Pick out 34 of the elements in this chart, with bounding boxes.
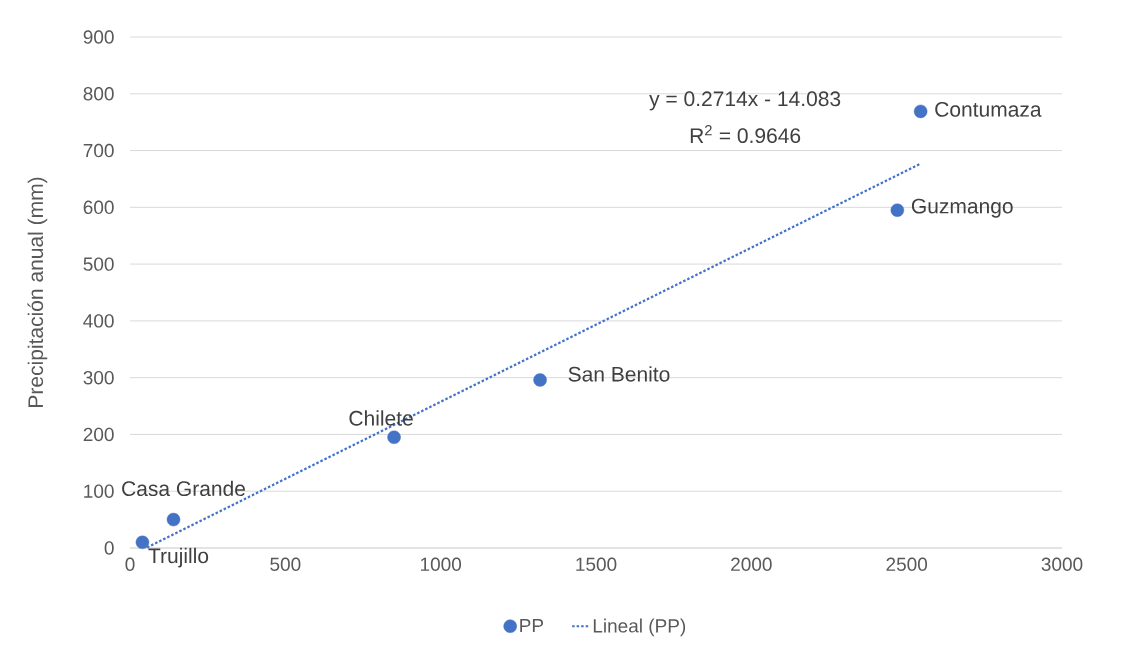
y-tick-label: 200 — [83, 427, 114, 442]
point — [913, 104, 928, 119]
point — [387, 430, 401, 444]
annotation: R$^{2}$ = 0.9646 — [690, 125, 801, 144]
point — [533, 373, 547, 387]
annotation: Casa Grande — [122, 480, 245, 497]
annotation: Chilete — [349, 410, 413, 426]
legend-label: PP — [520, 618, 544, 633]
x-tick-label: 2000 — [731, 557, 772, 571]
annotation: y = 0.2714x - 14.083 — [649, 91, 841, 111]
annotation: Trujillo — [148, 547, 209, 568]
y-tick-label: 800 — [83, 87, 114, 101]
x-tick-label: 500 — [270, 557, 301, 571]
legend-label: Lineal (PP) — [593, 618, 686, 637]
y-axis-title: Precipitación anual (mm) — [27, 177, 48, 407]
annotation: San Benito — [568, 366, 670, 382]
y-tick-label: 300 — [83, 370, 114, 385]
x-tick-label: 1000 — [420, 557, 462, 571]
point — [135, 535, 150, 550]
x-tick-label: 1500 — [576, 557, 617, 571]
x-tick-label: 3000 — [1041, 557, 1083, 571]
point — [890, 203, 905, 217]
point — [166, 512, 181, 527]
annotation: Guzmango — [911, 198, 1013, 218]
annotation: Contumaza — [935, 101, 1042, 117]
x-tick-label: 2500 — [886, 557, 928, 571]
y-tick-label: 900 — [83, 30, 114, 44]
x-tick-label: 0 — [125, 557, 135, 571]
y-tick-label: 500 — [83, 257, 114, 271]
y-tick-label: 400 — [83, 314, 114, 328]
y-tick-label: 600 — [83, 200, 114, 215]
y-tick-label: 0 — [104, 541, 114, 555]
y-tick-label: 700 — [83, 143, 114, 158]
y-tick-label: 100 — [84, 484, 114, 498]
